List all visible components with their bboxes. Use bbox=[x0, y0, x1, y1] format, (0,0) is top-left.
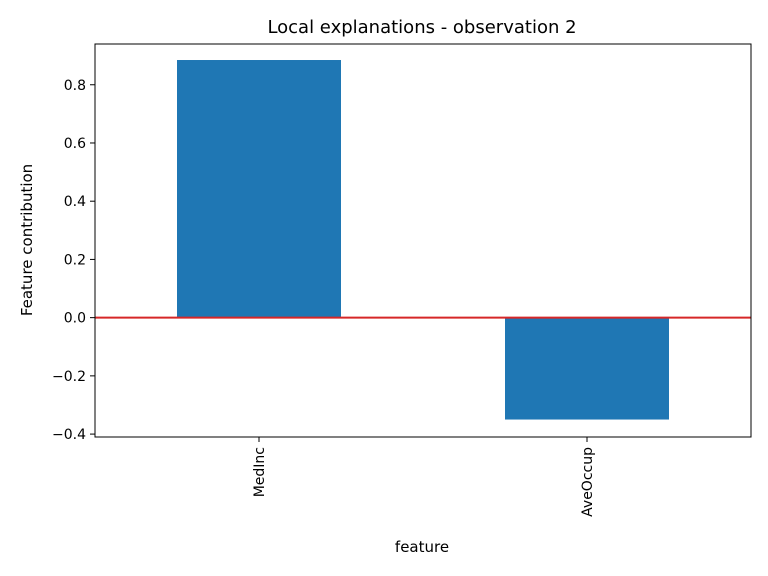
x-tick-label-medinc: MedInc bbox=[252, 447, 268, 497]
x-axis-label: feature bbox=[395, 538, 449, 556]
plot-frame bbox=[94, 43, 752, 438]
x-tick-label-aveoccup: AveOccup bbox=[580, 447, 596, 517]
bar-aveoccup bbox=[505, 317, 669, 420]
y-tick-label: 0.8 bbox=[64, 78, 86, 94]
y-tick-label: 0.0 bbox=[64, 311, 86, 327]
y-tick-label: −0.4 bbox=[52, 427, 86, 443]
y-tick-label: −0.2 bbox=[52, 369, 86, 385]
bar-medinc bbox=[177, 60, 341, 318]
y-tick-label: 0.6 bbox=[64, 136, 86, 152]
y-tick-label: 0.4 bbox=[64, 194, 86, 210]
plot-area: −0.4 −0.2 0.0 0.2 0.4 0.6 0.8 MedInc AveOccup bbox=[52, 43, 752, 517]
y-tick-label: 0.2 bbox=[64, 252, 86, 268]
y-axis-label: Feature contribution bbox=[18, 164, 36, 316]
chart-title: Local explanations - observation 2 bbox=[267, 17, 576, 38]
